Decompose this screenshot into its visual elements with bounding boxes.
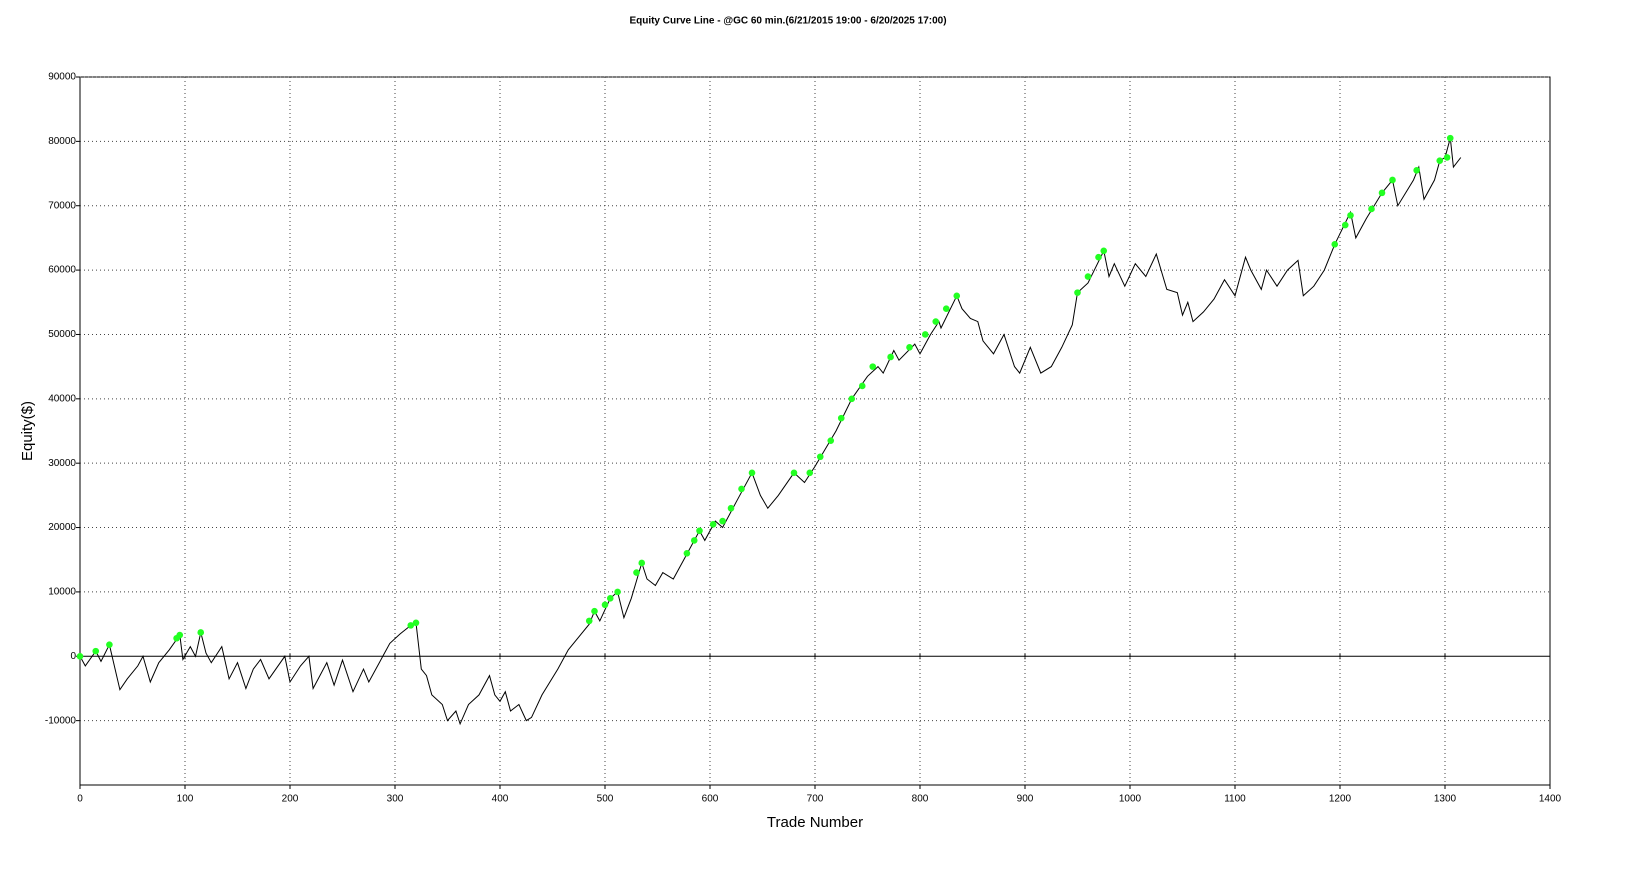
- x-tick-label: 100: [177, 794, 194, 805]
- new-high-marker: [633, 569, 640, 576]
- new-high-marker: [1368, 205, 1375, 213]
- new-high-marker: [106, 641, 113, 648]
- new-high-marker: [585, 617, 593, 625]
- new-high-marker: [197, 629, 205, 636]
- new-high-marker: [932, 318, 940, 325]
- y-tick-label: 0: [70, 651, 76, 662]
- new-high-marker: [614, 588, 621, 596]
- new-high-marker: [858, 382, 866, 390]
- new-high-marker: [709, 521, 717, 528]
- new-high-marker: [1413, 167, 1420, 174]
- y-axis-label: Equity($): [19, 401, 36, 461]
- y-tick-label: 70000: [48, 200, 76, 211]
- new-high-marker: [412, 619, 420, 627]
- x-tick-label: 700: [807, 794, 824, 805]
- new-high-marker: [1378, 189, 1386, 197]
- new-high-marker: [827, 437, 835, 444]
- chart-title: Equity Curve Line - @GC 60 min.(6/21/201…: [629, 16, 946, 27]
- new-high-marker: [690, 537, 698, 544]
- y-tick-label: 20000: [48, 522, 76, 533]
- x-tick-label: 600: [702, 794, 719, 805]
- x-tick-label: 300: [387, 794, 404, 805]
- plot-frame: [79, 76, 1551, 786]
- new-high-marker: [606, 595, 614, 602]
- x-tick-label: 400: [492, 794, 509, 805]
- new-high-marker: [407, 622, 415, 629]
- new-high-marker: [806, 469, 814, 477]
- new-high-marker: [942, 305, 950, 313]
- new-high-marker: [837, 414, 845, 422]
- new-high-marker: [591, 607, 598, 615]
- x-tick-label: 500: [597, 794, 614, 805]
- new-high-marker: [727, 504, 735, 512]
- new-high-marker: [1100, 247, 1108, 255]
- new-high-marker: [1389, 176, 1396, 184]
- y-tick-label: 60000: [48, 265, 76, 276]
- x-tick-label: 900: [1017, 794, 1034, 805]
- new-high-marker: [1331, 241, 1339, 248]
- x-tick-label: 1000: [1119, 794, 1142, 805]
- y-tick-label: 10000: [48, 587, 76, 598]
- new-high-marker: [953, 292, 961, 300]
- y-tick-label: 30000: [48, 458, 76, 469]
- new-high-marker: [719, 517, 726, 525]
- y-tick-label: 50000: [48, 329, 76, 340]
- new-high-marker: [869, 363, 877, 370]
- equity-line: [79, 137, 1462, 726]
- new-high-marker: [748, 469, 756, 477]
- new-high-marker: [1341, 221, 1349, 229]
- x-tick-label: 0: [77, 794, 83, 805]
- new-high-marker: [848, 395, 856, 403]
- new-high-marker: [906, 344, 913, 351]
- new-high-marker: [1347, 212, 1354, 219]
- x-axis-label: Trade Number: [767, 814, 863, 831]
- new-high-marker: [1443, 154, 1451, 161]
- new-high-marker: [1095, 253, 1102, 261]
- x-tick-label: 1300: [1434, 794, 1457, 805]
- new-high-marker: [1074, 289, 1081, 296]
- new-high-marker: [887, 353, 894, 361]
- x-tick-label: 200: [282, 794, 299, 805]
- new-high-marker: [176, 631, 184, 639]
- y-tick-label: 80000: [48, 136, 76, 147]
- new-high-marker: [638, 559, 646, 567]
- new-high-marker: [683, 549, 691, 557]
- x-tick-label: 1100: [1224, 794, 1246, 805]
- x-tick-label: 800: [912, 794, 929, 805]
- new-high-marker: [601, 601, 609, 609]
- new-high-marker: [1446, 134, 1454, 142]
- y-tick-label: 90000: [48, 72, 76, 83]
- y-tick-label: -10000: [45, 715, 77, 726]
- new-high-marker: [1436, 157, 1444, 164]
- x-tick-label: 1200: [1329, 794, 1352, 805]
- new-high-marker: [76, 652, 84, 660]
- x-tick-label: 1400: [1539, 794, 1562, 805]
- y-tick-label: 40000: [48, 393, 76, 404]
- new-high-marker: [921, 331, 929, 338]
- new-high-marker: [816, 453, 824, 461]
- new-high-marker: [696, 527, 703, 535]
- new-high-marker: [790, 469, 798, 477]
- new-high-marker: [92, 647, 100, 655]
- new-high-marker: [738, 485, 745, 493]
- new-high-marker: [1084, 273, 1092, 280]
